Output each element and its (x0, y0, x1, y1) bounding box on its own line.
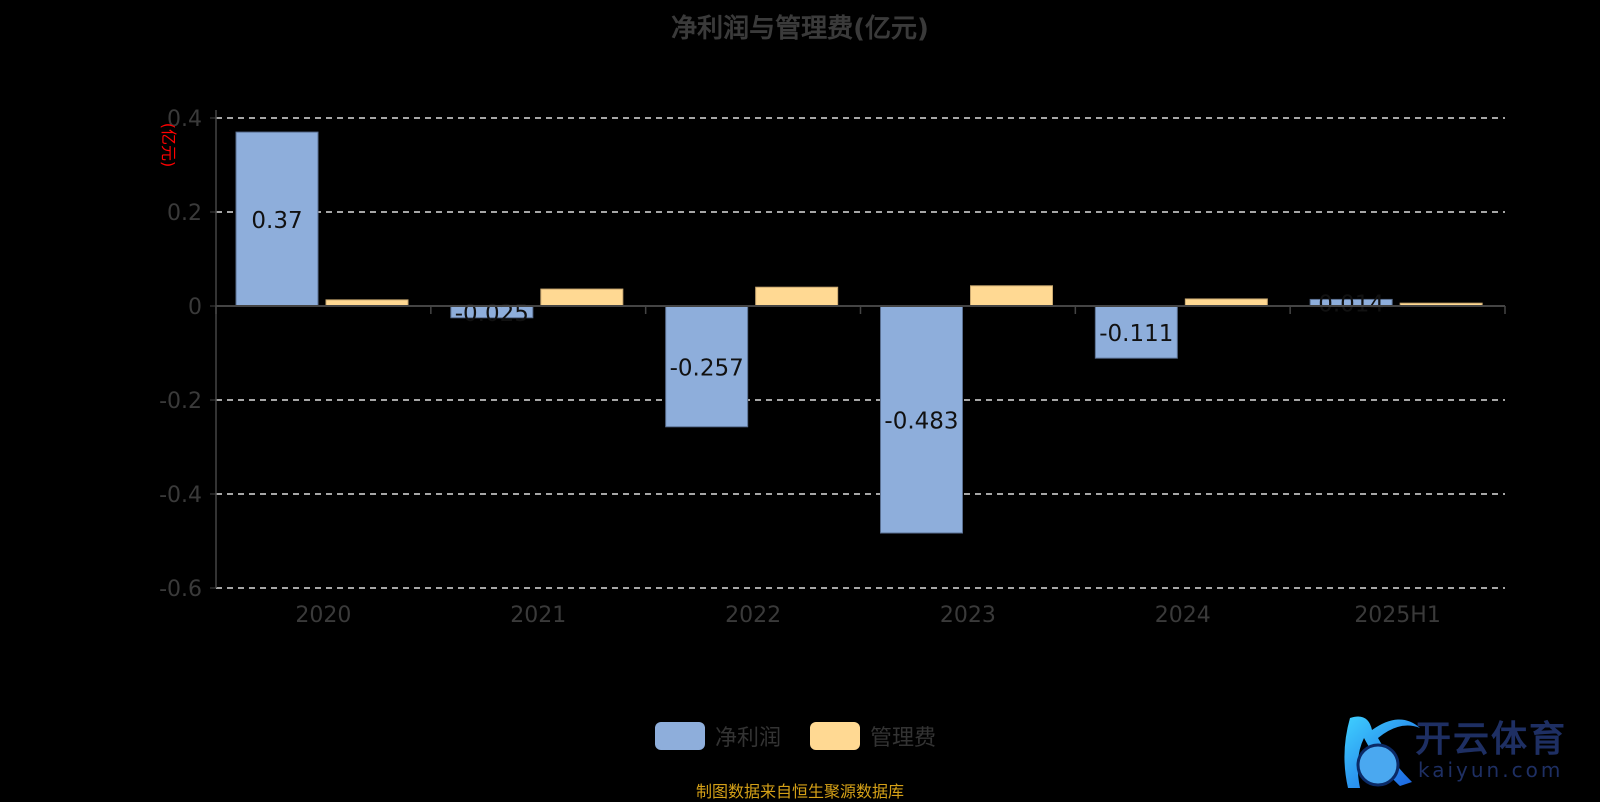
legend-item-net-profit[interactable]: 净利润 (655, 720, 781, 752)
logo-icon (1344, 716, 1420, 788)
logo-name: 开云体育 (1415, 719, 1568, 760)
legend-swatch (655, 722, 705, 750)
y-tick-label: -0.2 (159, 389, 202, 414)
source-note: 制图数据来自恒生聚源数据库 (695, 782, 904, 801)
logo-url: kaiyun.com (1418, 758, 1564, 782)
data-label: 0.014 (1318, 292, 1384, 318)
x-tick-label: 2022 (725, 603, 781, 628)
y-tick-label: -0.4 (159, 483, 202, 508)
bar-net-profit (235, 131, 319, 307)
x-tick-label: 2024 (1155, 603, 1211, 628)
chart-title: 净利润与管理费(亿元) (671, 14, 929, 44)
y-axis-label: (亿元) (159, 123, 178, 168)
bar-net-profit (1094, 305, 1178, 359)
bar-net-profit (665, 305, 749, 428)
x-tick-label: 2025H1 (1354, 603, 1441, 628)
y-tick-label: 0.2 (167, 201, 202, 226)
y-tick-label: 0.4 (167, 107, 202, 132)
x-tick-label: 2023 (940, 603, 996, 628)
legend-item-admin-fee[interactable]: 管理费 (810, 720, 936, 752)
y-tick-label: -0.6 (159, 577, 202, 602)
bar-net-profit (880, 305, 963, 534)
data-label: -0.257 (670, 355, 744, 381)
x-tick-label: 2020 (295, 603, 351, 628)
y-tick-label: 0 (188, 295, 202, 320)
bar-admin-fee (1184, 298, 1268, 307)
legend-label: 净利润 (715, 726, 782, 751)
bar-admin-fee (755, 286, 839, 307)
data-label: -0.025 (455, 301, 529, 327)
bar-admin-fee (540, 288, 624, 307)
bar-admin-fee (970, 285, 1053, 307)
data-label: -0.483 (884, 409, 958, 435)
data-label: -0.111 (1099, 321, 1173, 347)
legend-swatch (810, 722, 860, 750)
data-label: 0.37 (251, 208, 302, 234)
x-tick-label: 2021 (510, 603, 566, 628)
legend-label: 管理费 (870, 726, 937, 751)
